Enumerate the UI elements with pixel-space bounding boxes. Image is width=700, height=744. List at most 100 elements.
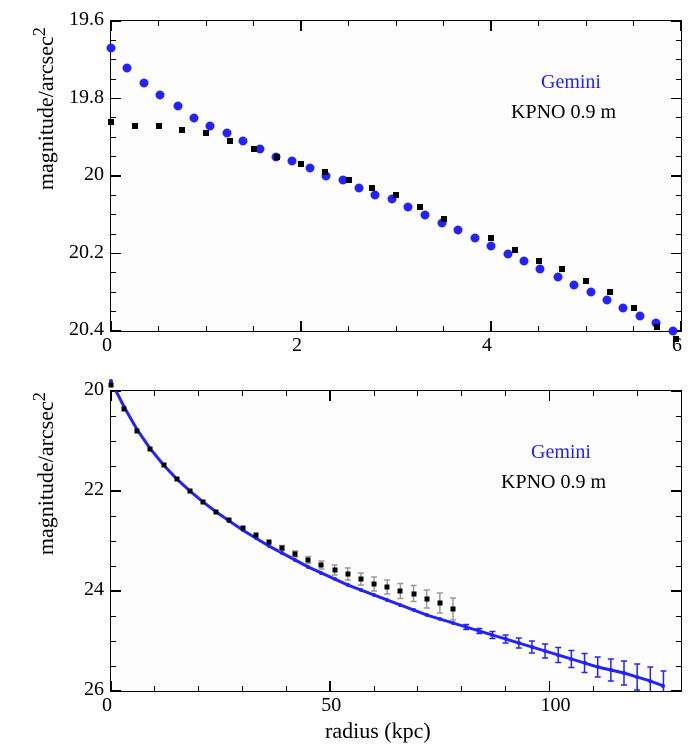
data-marker — [477, 629, 481, 633]
data-marker — [288, 156, 297, 165]
data-marker — [346, 177, 352, 183]
data-marker — [636, 311, 645, 320]
data-marker — [174, 477, 179, 482]
data-marker — [619, 303, 628, 312]
xtick-label: 4 — [482, 334, 492, 357]
ytick-label: 24 — [84, 578, 104, 601]
data-marker — [487, 241, 496, 250]
data-marker — [107, 44, 116, 53]
data-marker — [602, 296, 611, 305]
data-marker — [569, 657, 573, 661]
data-marker — [205, 121, 214, 130]
data-marker — [319, 563, 324, 568]
data-marker — [239, 137, 248, 146]
data-marker — [293, 552, 298, 557]
data-marker — [451, 621, 455, 625]
data-marker — [607, 289, 613, 295]
data-marker — [583, 278, 589, 284]
data-marker — [420, 210, 429, 219]
data-marker — [661, 684, 665, 688]
xtick-label: 2 — [292, 334, 302, 357]
data-marker — [122, 407, 127, 412]
data-marker — [240, 526, 245, 531]
xlabel-bottom: radius (kpc) — [325, 718, 431, 744]
data-marker — [404, 203, 413, 212]
data-marker — [173, 102, 182, 111]
data-marker — [536, 258, 542, 264]
data-marker — [385, 598, 389, 602]
data-marker — [398, 603, 402, 607]
legend-gemini: Gemini — [541, 71, 601, 94]
data-marker — [187, 489, 192, 494]
ylabel-bottom-text: magnitude/arcsec — [33, 401, 58, 555]
data-marker — [543, 649, 547, 653]
data-marker — [451, 607, 456, 612]
data-marker — [201, 500, 206, 505]
data-marker — [108, 119, 114, 125]
data-marker — [412, 608, 416, 612]
data-marker — [453, 226, 462, 235]
ytick-label: 26 — [84, 678, 104, 701]
data-marker — [227, 518, 232, 523]
data-marker — [253, 533, 258, 538]
data-marker — [437, 601, 442, 606]
data-marker — [520, 257, 529, 266]
data-marker — [306, 565, 310, 569]
ytick-label: 20.2 — [69, 241, 104, 264]
data-marker — [346, 583, 350, 587]
data-marker — [251, 146, 257, 152]
data-marker — [648, 679, 652, 683]
data-marker — [345, 572, 350, 577]
data-marker — [179, 127, 185, 133]
data-marker — [569, 280, 578, 289]
data-marker — [553, 272, 562, 281]
data-marker — [293, 558, 297, 562]
data-marker — [319, 571, 323, 575]
data-marker — [358, 577, 363, 582]
ytick-label: 20 — [84, 163, 104, 186]
data-marker — [470, 234, 479, 243]
data-marker — [359, 588, 363, 592]
data-marker — [488, 235, 494, 241]
data-marker — [417, 204, 423, 210]
data-marker — [227, 138, 233, 144]
data-marker — [385, 585, 390, 590]
ylabel-bottom-sup: 2 — [29, 392, 49, 401]
data-marker — [596, 665, 600, 669]
data-marker — [556, 653, 560, 657]
data-marker — [631, 305, 637, 311]
data-marker — [411, 591, 416, 596]
data-marker — [504, 637, 508, 641]
data-marker — [203, 130, 209, 136]
data-marker — [135, 429, 140, 434]
legend-gemini: Gemini — [531, 441, 591, 464]
data-marker — [267, 544, 271, 548]
data-marker — [156, 123, 162, 129]
data-marker — [536, 265, 545, 274]
data-marker — [398, 589, 403, 594]
data-marker — [441, 216, 447, 222]
data-marker — [622, 671, 626, 675]
data-marker — [586, 288, 595, 297]
data-marker — [512, 247, 518, 253]
data-marker — [609, 668, 613, 672]
ytick-label: 19.8 — [69, 86, 104, 109]
xtick-label: 50 — [321, 694, 341, 717]
data-marker — [372, 582, 377, 587]
ylabel-bottom: magnitude/arcsec2 — [29, 531, 59, 555]
xtick-label: 100 — [540, 694, 570, 717]
data-marker — [424, 597, 429, 602]
data-marker — [189, 113, 198, 122]
ytick-label: 20.4 — [69, 318, 104, 341]
data-marker — [654, 324, 660, 330]
data-marker — [332, 568, 337, 573]
data-marker — [148, 447, 153, 452]
data-marker — [156, 90, 165, 99]
data-marker — [438, 617, 442, 621]
ytick-label: 20 — [84, 378, 104, 401]
data-marker — [266, 540, 271, 545]
data-marker — [280, 546, 285, 551]
data-marker — [464, 625, 468, 629]
data-marker — [490, 633, 494, 637]
data-marker — [530, 645, 534, 649]
